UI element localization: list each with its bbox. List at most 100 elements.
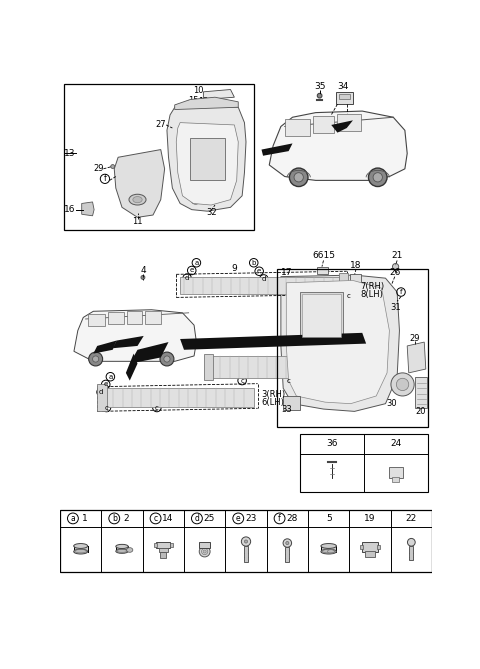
Text: e: e [236, 514, 240, 523]
Text: 3(RH): 3(RH) [262, 390, 286, 399]
Bar [377, 545, 380, 549]
Circle shape [308, 373, 324, 388]
Ellipse shape [74, 543, 88, 549]
Text: 21: 21 [391, 252, 403, 260]
Circle shape [352, 276, 359, 282]
Text: d: d [185, 275, 189, 281]
Circle shape [302, 367, 330, 395]
Text: 19: 19 [364, 514, 376, 523]
Bar [285, 119, 310, 136]
Bar [244, 546, 248, 561]
Circle shape [191, 195, 200, 204]
Circle shape [393, 469, 399, 475]
Polygon shape [176, 122, 238, 205]
Ellipse shape [133, 197, 142, 203]
Text: e: e [104, 381, 108, 387]
Text: 29: 29 [410, 334, 420, 343]
Text: 8(LH): 8(LH) [360, 290, 383, 299]
Circle shape [89, 352, 103, 366]
Bar [365, 551, 375, 557]
Text: 13: 13 [64, 149, 76, 158]
Bar [145, 311, 161, 324]
Text: 29: 29 [94, 165, 104, 173]
Bar [97, 385, 107, 411]
Bar [300, 292, 343, 339]
Text: c: c [155, 405, 159, 411]
Ellipse shape [321, 549, 336, 554]
Circle shape [203, 550, 206, 553]
Bar [154, 543, 157, 547]
Bar [300, 434, 428, 492]
Polygon shape [130, 342, 168, 364]
Text: e: e [190, 268, 194, 274]
Text: 11: 11 [132, 217, 143, 225]
Text: 17: 17 [281, 268, 292, 277]
Text: c: c [154, 514, 157, 523]
Text: c: c [105, 405, 108, 411]
Text: 15: 15 [188, 96, 199, 105]
Bar [362, 543, 378, 551]
Bar [180, 276, 343, 294]
Bar [64, 84, 254, 230]
Circle shape [111, 165, 115, 169]
Bar [116, 547, 128, 551]
Text: 34: 34 [337, 82, 348, 91]
Circle shape [317, 94, 322, 98]
Circle shape [373, 173, 383, 182]
Bar [360, 545, 363, 549]
Text: 30: 30 [386, 399, 397, 408]
Text: b: b [112, 514, 117, 523]
Polygon shape [82, 202, 94, 216]
Bar [169, 543, 173, 547]
Text: b: b [252, 260, 256, 266]
Bar [392, 477, 399, 482]
Polygon shape [74, 310, 196, 361]
Text: 14: 14 [162, 514, 174, 523]
Bar [207, 356, 320, 377]
Bar [60, 510, 432, 571]
Circle shape [244, 540, 248, 543]
Circle shape [289, 168, 308, 187]
Ellipse shape [127, 548, 133, 553]
Circle shape [393, 264, 399, 270]
Circle shape [141, 276, 145, 280]
Circle shape [241, 537, 251, 546]
Text: 28: 28 [286, 514, 298, 523]
Text: 33: 33 [281, 405, 292, 414]
Polygon shape [126, 354, 137, 381]
Text: 23: 23 [245, 514, 256, 523]
Ellipse shape [321, 543, 336, 549]
Circle shape [286, 541, 289, 545]
Bar [199, 541, 210, 548]
Text: a: a [71, 514, 75, 523]
Circle shape [160, 352, 174, 366]
Bar [160, 553, 167, 558]
Bar [350, 274, 360, 284]
Text: e: e [257, 268, 261, 274]
Bar [190, 138, 225, 181]
Circle shape [318, 268, 323, 272]
Polygon shape [286, 280, 389, 403]
Bar [277, 269, 428, 427]
Polygon shape [93, 341, 117, 354]
Circle shape [199, 546, 210, 557]
Bar [336, 92, 353, 104]
Polygon shape [262, 143, 292, 156]
Polygon shape [407, 342, 426, 373]
Polygon shape [113, 336, 144, 349]
Polygon shape [114, 150, 165, 217]
Polygon shape [331, 120, 353, 132]
Circle shape [164, 356, 170, 362]
Text: 16: 16 [64, 205, 76, 214]
Bar [74, 546, 88, 551]
Bar [159, 548, 168, 553]
Bar [321, 546, 336, 551]
Bar [389, 467, 403, 478]
Text: 22: 22 [406, 514, 417, 523]
Circle shape [367, 551, 373, 557]
Text: 6(LH): 6(LH) [262, 397, 284, 407]
Text: 20: 20 [415, 407, 426, 416]
Ellipse shape [116, 549, 128, 553]
Ellipse shape [116, 545, 128, 549]
Text: 9: 9 [231, 264, 237, 274]
